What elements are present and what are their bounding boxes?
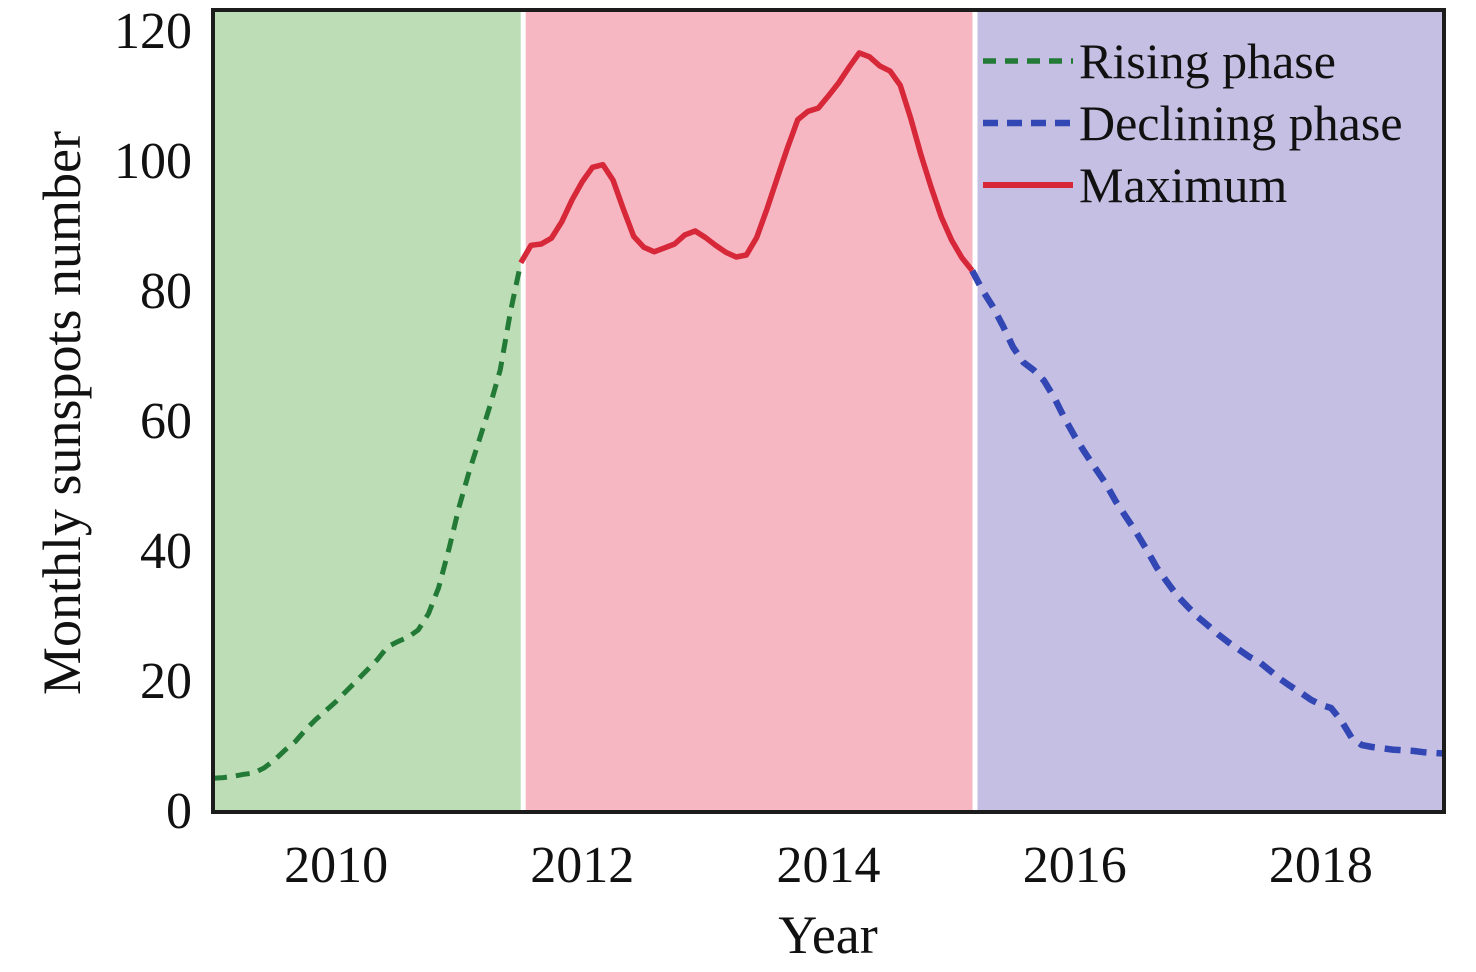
maximum-phase-region (525, 10, 973, 812)
rising-phase-line-swatch (983, 58, 1073, 64)
x-axis-title: Year (778, 905, 878, 965)
x-tick-label-2018: 2018 (1268, 837, 1373, 894)
declining-phase-line-swatch (983, 119, 1073, 127)
legend-label-declining-phase: Declining phase (1079, 95, 1403, 151)
y-tick-label-120: 120 (114, 3, 192, 61)
declining-phase-region (977, 10, 1444, 812)
x-tick-label-2012: 2012 (530, 837, 635, 894)
y-tick-label-60: 60 (140, 393, 192, 450)
y-tick-label-20: 20 (140, 653, 192, 710)
legend-label-rising-phase: Rising phase (1079, 33, 1336, 89)
x-tick-label-2014: 2014 (776, 837, 881, 894)
legend-item-declining-phase: Declining phase (982, 92, 1403, 154)
series-line-rising-phase (212, 262, 524, 781)
series-line-maximum (518, 50, 975, 273)
y-tick-label-40: 40 (140, 523, 192, 580)
y-tick-label-100: 100 (114, 133, 192, 191)
x-tick-label-2016: 2016 (1022, 837, 1127, 894)
maximum-line-swatch (983, 182, 1073, 188)
legend-item-rising-phase: Rising phase (982, 30, 1403, 92)
series-line-declining-phase (969, 269, 1445, 757)
plot-border (211, 8, 1446, 814)
legend-label-maximum: Maximum (1079, 157, 1288, 213)
y-tick-label-80: 80 (140, 263, 192, 321)
legend-item-maximum: Maximum (982, 154, 1403, 216)
y-tick-label-0: 0 (166, 783, 192, 840)
x-tick-label-2010: 2010 (284, 837, 389, 894)
rising-phase-region (213, 10, 521, 812)
legend: Rising phase Declining phase Maximum (982, 30, 1403, 216)
